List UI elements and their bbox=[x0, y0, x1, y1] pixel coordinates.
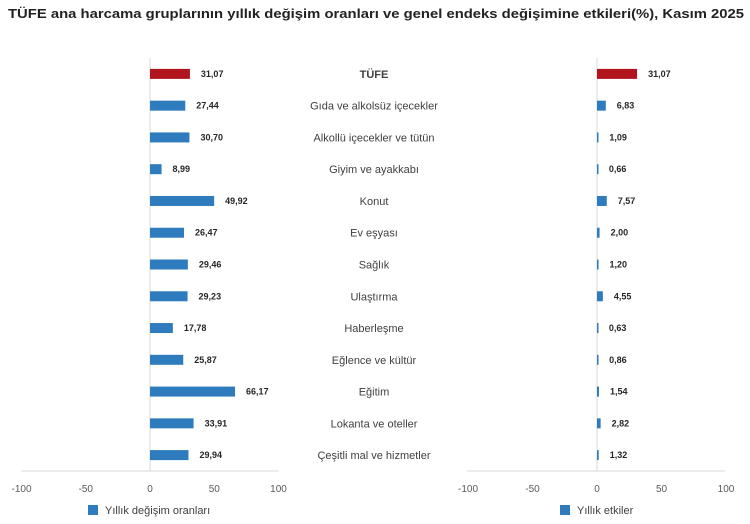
x-tick-label: -100 bbox=[11, 484, 31, 495]
value-label: 4,55 bbox=[614, 291, 632, 301]
x-tick-label: 100 bbox=[718, 484, 735, 495]
category-label: Ev eşyası bbox=[350, 228, 398, 240]
bar-series bbox=[150, 291, 188, 302]
bar-series bbox=[597, 259, 599, 270]
bar-series bbox=[150, 164, 162, 175]
left-chart-annual-change: 31,07 27,44 30,70 8,99 49,92 26,47 29,46 29,23 1… bbox=[11, 58, 287, 517]
value-label: 31,07 bbox=[201, 69, 224, 79]
legend[interactable]: Yıllık değişim oranları bbox=[88, 505, 210, 517]
category-label: Gıda ve alkolsüz içecekler bbox=[310, 101, 438, 113]
category-label: Konut bbox=[360, 196, 389, 208]
value-label: 25,87 bbox=[194, 355, 217, 365]
bar-series bbox=[150, 323, 173, 334]
bar-highlight bbox=[150, 68, 190, 79]
bar-series bbox=[150, 259, 188, 270]
value-label: 31,07 bbox=[648, 69, 671, 79]
bar-series bbox=[597, 195, 607, 206]
value-label: 1,09 bbox=[609, 132, 627, 142]
value-label: 49,92 bbox=[225, 196, 248, 206]
value-label: 33,91 bbox=[205, 418, 228, 428]
bar-series bbox=[597, 418, 601, 429]
legend-label: Yıllık etkiler bbox=[577, 505, 634, 517]
bar-series bbox=[150, 386, 236, 397]
value-label: 26,47 bbox=[195, 228, 218, 238]
category-label: TÜFE bbox=[360, 68, 389, 81]
category-label: Ulaştırma bbox=[350, 291, 398, 303]
category-label: Çeşitli mal ve hizmetler bbox=[317, 450, 430, 462]
value-label: 17,78 bbox=[184, 323, 207, 333]
x-tick-label: -50 bbox=[79, 484, 94, 495]
value-label: 7,57 bbox=[618, 196, 636, 206]
bar-series bbox=[150, 227, 185, 238]
bar-series bbox=[597, 354, 599, 365]
value-label: 1,20 bbox=[610, 260, 628, 270]
right-chart-annual-contribution: 31,07 6,83 1,09 0,66 7,57 2,00 1,20 4,55 0,63 0,8… bbox=[458, 58, 735, 517]
x-tick-label: 50 bbox=[209, 484, 221, 495]
bar-series bbox=[150, 450, 189, 461]
category-label: Sağlık bbox=[359, 260, 390, 272]
legend-label: Yıllık değişim oranları bbox=[105, 505, 210, 517]
value-label: 0,86 bbox=[609, 355, 627, 365]
bar-series bbox=[150, 100, 186, 111]
value-label: 8,99 bbox=[173, 164, 191, 174]
category-label: Giyim ve ayakkabı bbox=[329, 164, 419, 176]
bar-series bbox=[597, 291, 603, 302]
value-label: 2,00 bbox=[611, 228, 629, 238]
x-tick-label: 50 bbox=[656, 484, 668, 495]
bar-series bbox=[150, 354, 184, 365]
value-label: 0,66 bbox=[609, 164, 627, 174]
value-label: 6,83 bbox=[617, 101, 635, 111]
bar-highlight bbox=[597, 68, 638, 79]
bar-series bbox=[597, 100, 606, 111]
x-tick-label: 0 bbox=[594, 484, 600, 495]
value-label: 27,44 bbox=[196, 101, 219, 111]
x-tick-label: 100 bbox=[270, 484, 287, 495]
bar-series bbox=[150, 418, 194, 429]
value-label: 29,94 bbox=[199, 450, 222, 460]
bar-series bbox=[597, 323, 599, 334]
category-label: Eğlence ve kültür bbox=[332, 355, 417, 367]
bar-series bbox=[150, 132, 190, 143]
bar-series bbox=[597, 164, 599, 175]
bar-series bbox=[597, 450, 599, 461]
value-label: 66,17 bbox=[246, 387, 269, 397]
legend-swatch-icon bbox=[560, 505, 570, 515]
bar-series bbox=[597, 386, 599, 397]
value-label: 30,70 bbox=[200, 132, 223, 142]
x-tick-label: 0 bbox=[147, 484, 153, 495]
value-label: 1,54 bbox=[610, 387, 628, 397]
value-label: 2,82 bbox=[612, 418, 630, 428]
chart-title: TÜFE ana harcama gruplarının yıllık deği… bbox=[8, 6, 744, 21]
category-label: Haberleşme bbox=[344, 323, 403, 335]
value-label: 29,46 bbox=[199, 260, 222, 270]
category-label: Lokanta ve oteller bbox=[331, 418, 418, 430]
category-label: Alkollü içecekler ve tütün bbox=[313, 132, 434, 144]
legend-swatch-icon bbox=[88, 505, 98, 515]
bar-series bbox=[150, 195, 215, 206]
value-label: 0,63 bbox=[609, 323, 627, 333]
value-label: 29,23 bbox=[199, 291, 222, 301]
bar-series bbox=[597, 132, 599, 143]
legend[interactable]: Yıllık etkiler bbox=[560, 505, 634, 517]
x-tick-label: -50 bbox=[525, 484, 540, 495]
value-label: 1,32 bbox=[610, 450, 628, 460]
category-label: Eğitim bbox=[359, 387, 390, 399]
bar-series bbox=[597, 227, 600, 238]
category-labels: TÜFE Gıda ve alkolsüz içecekler Alkollü iç… bbox=[310, 68, 438, 462]
x-tick-label: -100 bbox=[458, 484, 478, 495]
